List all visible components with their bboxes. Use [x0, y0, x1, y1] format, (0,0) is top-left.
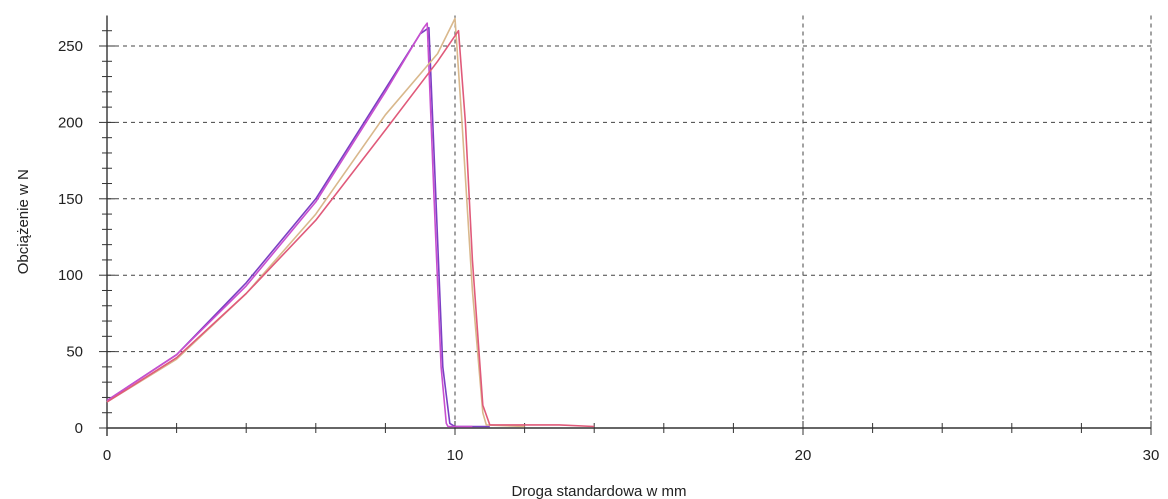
grid — [107, 15, 1152, 428]
x-tick-label: 0 — [103, 447, 111, 464]
y-axis-title: Obciążenie w N — [15, 169, 32, 274]
y-tick-label: 100 — [58, 267, 83, 284]
x-axis-title: Droga standardowa w mm — [511, 483, 686, 499]
axes — [99, 15, 1152, 436]
y-tick-label: 200 — [58, 114, 83, 131]
y-tick-label: 0 — [75, 420, 83, 437]
series-line-1 — [106, 26, 490, 428]
y-tick-label: 50 — [66, 344, 83, 361]
series-layer — [106, 17, 595, 428]
x-tick-label: 10 — [447, 447, 464, 464]
x-tick-label: 30 — [1143, 447, 1160, 464]
y-tick-label: 250 — [58, 38, 83, 55]
series-line-4 — [106, 29, 595, 428]
series-line-2 — [106, 22, 473, 428]
tick-labels: 0 50 100 150 200 250 0 10 20 30 — [58, 38, 1159, 464]
x-tick-label: 20 — [795, 447, 812, 464]
y-tick-label: 150 — [58, 191, 83, 208]
